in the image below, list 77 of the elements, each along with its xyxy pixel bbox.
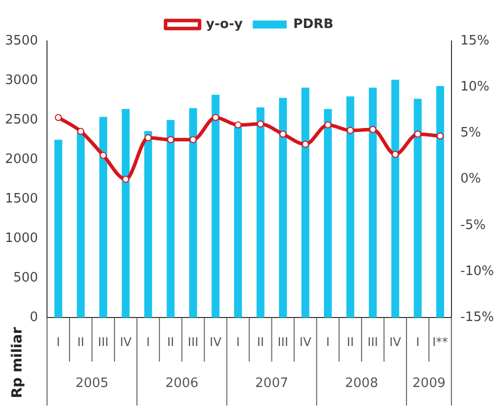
x-tick-label: I bbox=[326, 334, 330, 349]
y-tick-label: 0 bbox=[30, 310, 38, 325]
bar bbox=[99, 116, 108, 318]
x-tick-label: II bbox=[167, 334, 174, 349]
legend-label: y-o-y bbox=[206, 16, 244, 32]
bar bbox=[279, 98, 287, 318]
bar bbox=[368, 88, 377, 318]
x-tick-label: I** bbox=[432, 334, 448, 349]
point bbox=[190, 136, 197, 144]
y-axis-title: Rp miliar bbox=[10, 327, 26, 398]
x-tick-label: III bbox=[278, 334, 288, 349]
x-tick-label: III bbox=[188, 334, 198, 349]
x-tick-label: IV bbox=[120, 334, 132, 349]
point bbox=[234, 121, 242, 128]
point bbox=[212, 114, 220, 122]
bar bbox=[54, 140, 62, 318]
text: 2006 bbox=[165, 376, 198, 391]
point bbox=[324, 121, 332, 128]
y2-tick-label: 5% bbox=[460, 126, 482, 141]
text: 2009 bbox=[412, 376, 446, 391]
bar bbox=[189, 108, 198, 318]
y-tick-label: 1500 bbox=[4, 191, 38, 206]
x-tick-label: II bbox=[346, 334, 354, 349]
bar bbox=[166, 120, 175, 318]
bar bbox=[122, 108, 130, 318]
y-tick-label: 2000 bbox=[4, 152, 38, 167]
x-tick-label: I bbox=[146, 334, 150, 349]
point bbox=[167, 136, 174, 144]
y-tick-label: 3500 bbox=[4, 33, 38, 48]
text: 2008 bbox=[345, 376, 378, 391]
point bbox=[346, 126, 354, 134]
bar bbox=[234, 124, 242, 318]
bar bbox=[414, 98, 422, 318]
point bbox=[436, 132, 444, 140]
x-tick-label: II bbox=[256, 334, 264, 349]
y-tick-label: 3000 bbox=[4, 72, 38, 88]
point bbox=[77, 128, 84, 135]
bar bbox=[76, 131, 85, 318]
x-tick-label: II bbox=[77, 334, 84, 349]
point bbox=[256, 120, 264, 128]
x-tick-label: III bbox=[367, 334, 378, 349]
point bbox=[279, 130, 286, 138]
point bbox=[122, 176, 130, 183]
point bbox=[302, 140, 309, 148]
point bbox=[100, 152, 107, 159]
bar bbox=[436, 86, 444, 318]
x-tick-label: I bbox=[56, 334, 60, 349]
x-tick-label: IV bbox=[210, 334, 222, 349]
x-tick-label: I bbox=[416, 334, 420, 349]
bar bbox=[144, 131, 152, 318]
point bbox=[369, 126, 376, 134]
y2-tick-label: 0% bbox=[460, 172, 482, 187]
bar bbox=[346, 96, 354, 318]
x-tick-label: IV bbox=[389, 334, 402, 349]
y2-tick-label: 10% bbox=[460, 79, 490, 94]
bar bbox=[324, 108, 332, 318]
x-tick-label: III bbox=[98, 334, 109, 349]
legend-label: PDRB bbox=[293, 16, 334, 32]
point bbox=[414, 130, 422, 138]
bar bbox=[301, 88, 310, 318]
point bbox=[54, 114, 62, 122]
y-tick-label: 500 bbox=[13, 270, 38, 286]
text: 2007 bbox=[255, 376, 288, 391]
x-tick-label: I bbox=[236, 334, 240, 349]
y2-tick-label: -5% bbox=[460, 218, 486, 233]
y2-tick-label: -15% bbox=[460, 310, 494, 325]
y2-tick-label: -10% bbox=[460, 264, 494, 279]
x-tick-label: IV bbox=[300, 334, 312, 349]
text: 2005 bbox=[75, 376, 109, 391]
y-tick-label: 1000 bbox=[4, 230, 38, 246]
bar bbox=[391, 80, 400, 318]
y2-tick-label: 15% bbox=[460, 33, 490, 48]
bar bbox=[212, 94, 220, 318]
y-tick-label: 2500 bbox=[4, 112, 38, 128]
point bbox=[392, 150, 399, 158]
point bbox=[144, 134, 152, 142]
bar bbox=[256, 107, 264, 318]
